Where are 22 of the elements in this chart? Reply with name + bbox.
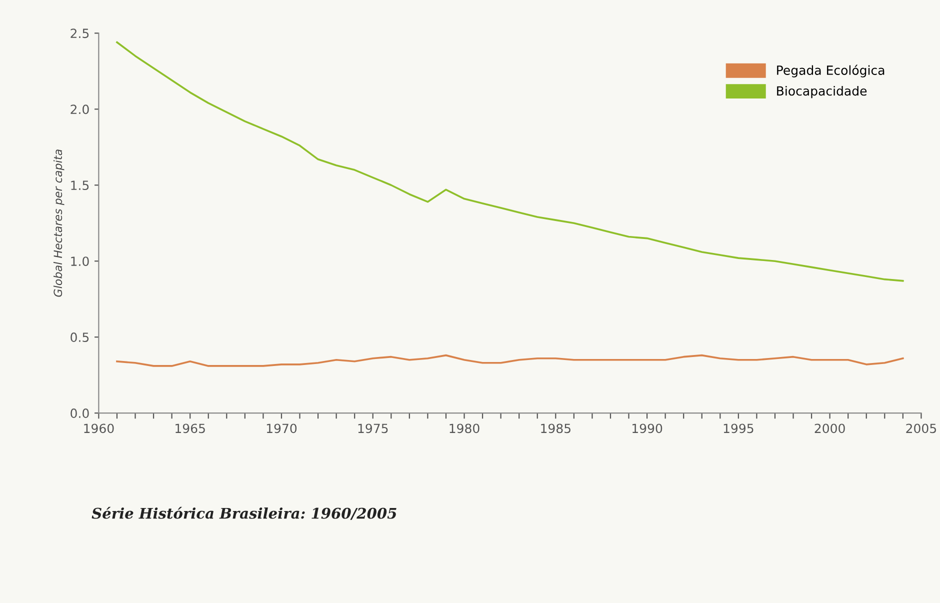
y-axis-title: Global Hectares per capita: [53, 150, 64, 297]
x-tick-label: 1990: [632, 424, 662, 434]
x-tick-label: 1960: [84, 424, 114, 434]
y-tick-label: 2.0: [70, 104, 89, 114]
legend-label: Biocapacidade: [777, 86, 867, 98]
x-tick-label: 1985: [541, 424, 570, 434]
y-tick-label: 0.5: [70, 332, 89, 342]
line-series: [116, 354, 904, 367]
y-tick-label: 1.5: [71, 180, 89, 190]
y-tick-label: 1.0: [71, 256, 89, 266]
text: Série Histórica Brasileira: 1960/2005: [92, 506, 396, 520]
x-tick-label: 1975: [358, 424, 388, 434]
y-tick-label: 0.0: [70, 408, 89, 418]
legend-label: Pegada Ecológica: [777, 64, 884, 78]
y-tick-label: 2.5: [70, 28, 89, 38]
x-tick-label: 2005: [906, 424, 936, 434]
line-series: [116, 41, 904, 282]
x-tick-label: 1965: [176, 424, 205, 434]
x-tick-label: 1970: [266, 424, 297, 434]
x-tick-label: 1995: [724, 424, 754, 434]
x-tick-label: 2000: [814, 424, 845, 434]
x-tick-label: 1980: [450, 424, 480, 434]
